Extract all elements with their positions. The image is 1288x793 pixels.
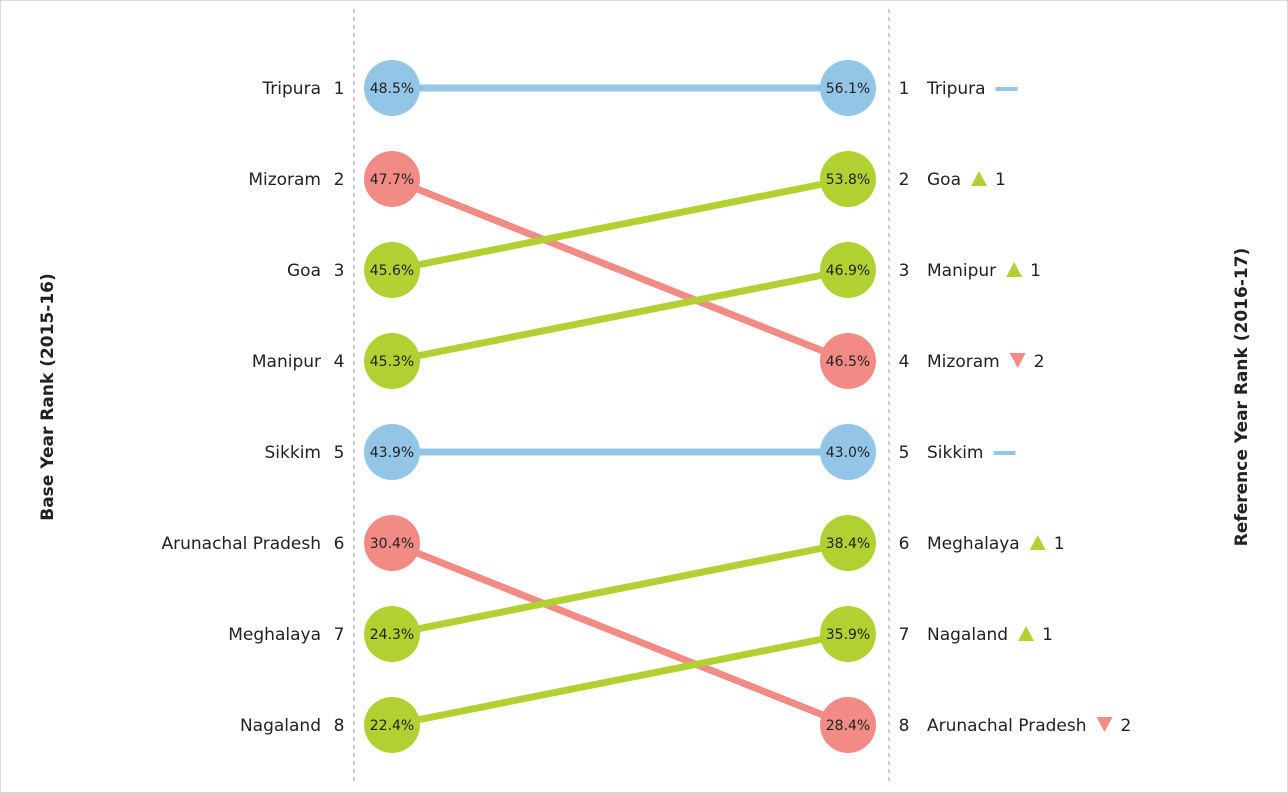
left-rank-label: 6 — [334, 534, 345, 554]
left-value-marker — [364, 515, 420, 571]
right-value-label: 43.0% — [826, 445, 870, 461]
right-value-label: 46.5% — [826, 354, 870, 370]
right-state-label: Tripura — [926, 79, 986, 99]
right-value-label: 28.4% — [826, 718, 870, 734]
left-state-label: Mizoram — [248, 170, 321, 190]
left-rank-label: 2 — [334, 170, 345, 190]
left-value-label: 24.3% — [370, 627, 414, 643]
no-change-dash-icon — [995, 87, 1018, 91]
slope-line — [390, 539, 850, 729]
right-value-marker — [820, 60, 876, 116]
rank-up-triangle-icon — [1029, 535, 1046, 550]
slope-lines — [390, 84, 850, 729]
left-rank-label: 8 — [334, 716, 345, 736]
right-axis-title: Reference Year Rank (2016-17) — [1232, 248, 1252, 547]
right-rank-label: 2 — [899, 170, 910, 190]
rank-down-triangle-icon — [1096, 717, 1113, 732]
left-state-label: Arunachal Pradesh — [162, 534, 322, 554]
left-rank-label: 4 — [334, 352, 345, 372]
rank-change-value: 1 — [1030, 261, 1041, 281]
right-rank-label: 7 — [899, 625, 910, 645]
rank-up-triangle-icon — [1018, 626, 1035, 641]
right-state-label: Meghalaya — [927, 534, 1020, 554]
right-state-label: Sikkim — [927, 443, 984, 463]
right-value-marker — [820, 242, 876, 298]
slope-line — [391, 266, 849, 365]
left-value-label: 48.5% — [370, 81, 414, 97]
rank-change-value: 1 — [1054, 534, 1065, 554]
left-value-label: 45.6% — [370, 263, 414, 279]
right-value-marker — [820, 151, 876, 207]
left-value-marker — [364, 606, 420, 662]
left-value-marker — [364, 60, 420, 116]
right-value-label: 35.9% — [826, 627, 870, 643]
rank-labels: Tripura 1 Mizoram 2 Goa 3 Manipur 4 Sikkim 5 Aruna… — [162, 79, 1132, 736]
slope-line — [391, 539, 849, 638]
left-rank-label: 1 — [334, 79, 345, 99]
left-value-marker — [364, 697, 420, 753]
left-axis-title: Base Year Rank (2015-16) — [38, 273, 58, 521]
left-value-marker — [364, 333, 420, 389]
left-value-marker — [364, 242, 420, 298]
slope-line — [390, 175, 850, 365]
guide-lines — [353, 9, 890, 781]
right-value-label: 38.4% — [826, 536, 870, 552]
left-state-label: Manipur — [252, 352, 321, 372]
right-value-label: 46.9% — [826, 263, 870, 279]
left-state-label: Tripura — [261, 79, 321, 99]
right-state-label: Manipur — [927, 261, 996, 281]
left-value-label: 22.4% — [370, 718, 414, 734]
rank-change-value: 1 — [1042, 625, 1053, 645]
left-value-label: 45.3% — [370, 354, 414, 370]
left-state-label: Goa — [287, 261, 321, 281]
right-rank-label: 1 — [899, 79, 910, 99]
slope-line — [391, 630, 849, 729]
right-value-marker — [820, 606, 876, 662]
right-rank-label: 4 — [899, 352, 910, 372]
right-value-label: 53.8% — [826, 172, 870, 188]
right-rank-label: 6 — [899, 534, 910, 554]
left-state-label: Nagaland — [240, 716, 321, 736]
right-state-label: Arunachal Pradesh — [927, 716, 1087, 736]
rank-down-triangle-icon — [1009, 353, 1026, 368]
left-state-label: Sikkim — [265, 443, 322, 463]
right-rank-label: 3 — [899, 261, 910, 281]
right-state-label: Nagaland — [927, 625, 1008, 645]
left-value-label: 30.4% — [370, 536, 414, 552]
right-value-marker — [820, 424, 876, 480]
right-state-label: Mizoram — [927, 352, 1000, 372]
right-rank-label: 5 — [899, 443, 910, 463]
left-rank-label: 5 — [334, 443, 345, 463]
left-value-label: 43.9% — [370, 445, 414, 461]
right-state-label: Goa — [927, 170, 961, 190]
rank-change-value: 2 — [1034, 352, 1045, 372]
left-rank-label: 3 — [334, 261, 345, 281]
right-value-marker — [820, 333, 876, 389]
left-value-marker — [364, 424, 420, 480]
right-value-marker — [820, 515, 876, 571]
left-value-label: 47.7% — [370, 172, 414, 188]
right-value-label: 56.1% — [826, 81, 870, 97]
slope-line — [391, 175, 849, 274]
value-markers: 48.5% 47.7% 45.6% 45.3% 43.9% 30.4% 24.3% 22.4%… — [364, 60, 876, 753]
rank-change-value: 1 — [995, 170, 1006, 190]
rank-up-triangle-icon — [1006, 262, 1023, 277]
left-state-label: Meghalaya — [228, 625, 321, 645]
right-value-marker — [820, 697, 876, 753]
no-change-dash-icon — [993, 451, 1016, 455]
rank-up-triangle-icon — [971, 171, 987, 186]
left-value-marker — [364, 151, 420, 207]
rank-change-value: 2 — [1121, 716, 1132, 736]
right-rank-label: 8 — [899, 716, 910, 736]
left-rank-label: 7 — [334, 625, 345, 645]
